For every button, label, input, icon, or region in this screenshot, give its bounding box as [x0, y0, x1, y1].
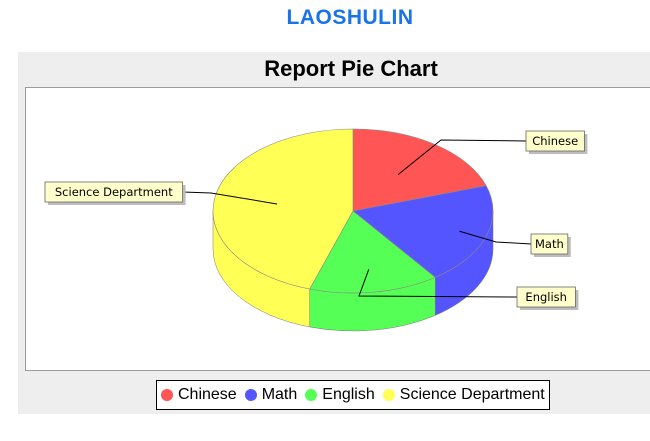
legend-label: Chinese [178, 386, 237, 403]
legend-swatch [305, 389, 318, 401]
pie-slice-math [352, 185, 494, 278]
pie-slice-english [309, 210, 436, 294]
label-leader-line [397, 139, 527, 175]
site-title: LAOSHULIN [286, 6, 414, 29]
label-leader-line [358, 269, 518, 298]
legend: Chinese Math English Science Department [156, 380, 550, 410]
label-leader-line [182, 191, 278, 205]
slice-label: Chinese [532, 134, 578, 148]
legend-item: Science Department [382, 386, 545, 404]
chart-title: Report Pie Chart [264, 56, 438, 81]
pie-slice-science-department [212, 128, 354, 290]
plot-area: Chinese Math English Science Department [25, 87, 650, 371]
label-leader-line [459, 230, 532, 245]
legend-swatch [382, 389, 395, 401]
chart-panel: Report Pie Chart Chinese Math English Scien… [18, 52, 650, 414]
legend-swatch [161, 389, 173, 401]
slice-label: Math [535, 237, 564, 251]
label-box [525, 130, 585, 152]
label-box [530, 233, 569, 255]
label-box [516, 286, 576, 308]
legend-item: Math [244, 386, 298, 404]
slice-label: English [525, 290, 567, 304]
legend-label: Science Department [399, 386, 545, 403]
legend-item: English [305, 386, 375, 404]
legend-item: Chinese [161, 386, 237, 404]
pie-chart: Chinese Math English Science Department [44, 128, 588, 332]
slice-label: Science Department [55, 185, 173, 199]
legend-label: Math [261, 386, 298, 403]
legend-swatch [244, 389, 257, 401]
legend-label: English [322, 386, 375, 403]
label-box [44, 181, 184, 203]
